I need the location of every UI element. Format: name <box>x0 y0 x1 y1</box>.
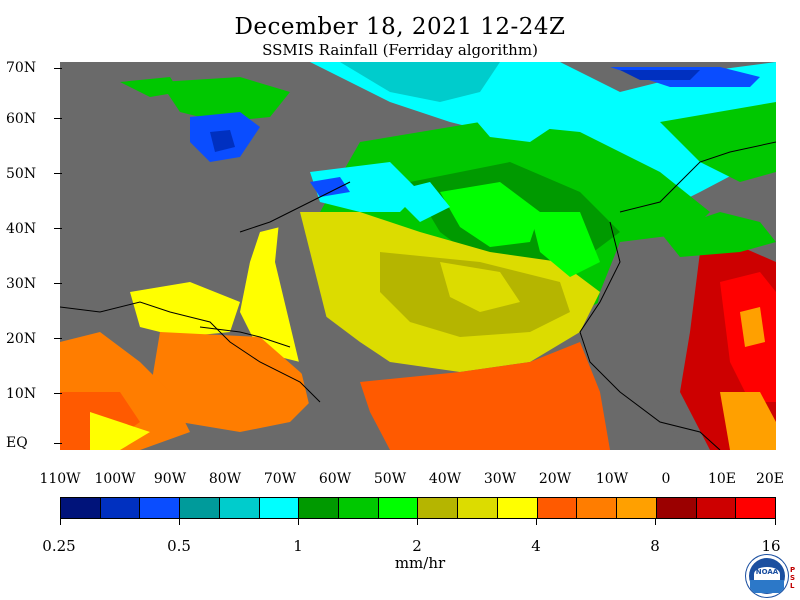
lat-label-40n: 40N <box>6 221 37 237</box>
colorbar-label-16: 16 <box>761 537 781 555</box>
lon-label-20w: 20W <box>538 471 572 487</box>
lon-label-10w: 10W <box>595 471 629 487</box>
lat-label-50n: 50N <box>6 166 37 182</box>
colorbar-segment <box>656 498 697 518</box>
rainfall-field <box>60 62 776 450</box>
colorbar-tick <box>655 519 656 525</box>
lat-tick <box>54 173 62 174</box>
lat-label-10n: 10N <box>6 386 37 402</box>
lat-label-30n: 30N <box>6 276 37 292</box>
colorbar-segment <box>617 498 657 518</box>
colorbar-segment <box>497 498 538 518</box>
colorbar-segment <box>100 498 141 518</box>
lon-label-60w: 60W <box>318 471 352 487</box>
colorbar-segment <box>577 498 618 518</box>
lon-label-110w: 110W <box>39 471 81 487</box>
colorbar-units: mm/hr <box>394 554 446 572</box>
psl-letter: S <box>790 574 796 582</box>
colorbar-tick <box>536 519 537 525</box>
rainfall-colorbar <box>60 497 776 519</box>
lon-label-30w: 30W <box>483 471 517 487</box>
colorbar-segment <box>180 498 220 518</box>
lat-label-eq: EQ <box>6 435 28 451</box>
lon-label-80w: 80W <box>208 471 242 487</box>
colorbar-segment <box>537 498 578 518</box>
colorbar-label-2: 2 <box>412 537 422 555</box>
colorbar-segment <box>61 498 101 518</box>
lon-label-100w: 100W <box>94 471 136 487</box>
noaa-logo[interactable]: NOAA <box>746 555 788 597</box>
lat-tick <box>54 393 62 394</box>
rainfall-map <box>60 62 776 450</box>
colorbar-tick <box>417 519 418 525</box>
map-subtitle: SSMIS Rainfall (Ferriday algorithm) <box>262 41 538 59</box>
colorbar-segment <box>736 498 775 518</box>
noaa-logo-text: NOAA <box>755 568 779 576</box>
colorbar-tick <box>179 519 180 525</box>
noaa-wave-icon <box>750 580 784 593</box>
colorbar-label-0-5: 0.5 <box>167 537 191 555</box>
colorbar-segment <box>339 498 379 518</box>
lat-label-20n: 20N <box>6 331 37 347</box>
lon-label-90w: 90W <box>153 471 187 487</box>
lat-tick <box>54 68 62 69</box>
colorbar-segment <box>696 498 737 518</box>
lon-label-70w: 70W <box>263 471 297 487</box>
colorbar-segment <box>299 498 340 518</box>
lat-tick <box>54 118 62 119</box>
psl-logo[interactable]: P S L <box>790 566 800 590</box>
lat-tick <box>54 228 62 229</box>
colorbar-tick <box>298 519 299 525</box>
lat-tick <box>54 338 62 339</box>
lon-label-40w: 40W <box>428 471 462 487</box>
noaa-bird-icon <box>754 567 780 581</box>
lat-label-60n: 60N <box>6 111 37 127</box>
colorbar-tick <box>60 519 61 525</box>
colorbar-label-8: 8 <box>650 537 660 555</box>
psl-letter: L <box>790 582 795 590</box>
lat-tick <box>54 283 62 284</box>
colorbar-segment <box>458 498 498 518</box>
lat-label-70n: 70N <box>6 60 37 76</box>
colorbar-label-4: 4 <box>531 537 541 555</box>
lon-label-0: 0 <box>661 471 671 487</box>
psl-letter: P <box>790 566 796 574</box>
colorbar-segment <box>259 498 300 518</box>
lon-label-50w: 50W <box>373 471 407 487</box>
colorbar-label-1: 1 <box>293 537 303 555</box>
lon-label-10e: 10E <box>707 471 737 487</box>
map-title: December 18, 2021 12-24Z <box>234 14 566 40</box>
colorbar-tick <box>775 519 776 525</box>
lat-tick <box>54 443 62 444</box>
lon-label-20e: 20E <box>755 471 785 487</box>
colorbar-segment <box>418 498 459 518</box>
colorbar-segment <box>140 498 181 518</box>
colorbar-segment <box>219 498 260 518</box>
colorbar-label-0-25: 0.25 <box>42 537 76 555</box>
colorbar-segment <box>378 498 419 518</box>
